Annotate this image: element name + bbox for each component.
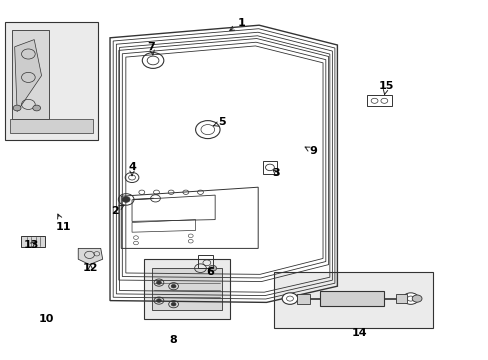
Bar: [10, 119, 93, 133]
Text: 1: 1: [229, 18, 245, 31]
Text: 13: 13: [24, 240, 40, 250]
Circle shape: [122, 197, 130, 202]
Bar: [144, 259, 229, 319]
Bar: [20, 236, 45, 247]
Text: 10: 10: [39, 314, 54, 324]
Bar: [320, 291, 383, 306]
Bar: [273, 272, 432, 328]
Bar: [151, 268, 222, 310]
Circle shape: [33, 105, 41, 111]
Circle shape: [171, 284, 176, 288]
Text: 15: 15: [378, 81, 393, 95]
Polygon shape: [78, 248, 102, 265]
Bar: [12, 30, 49, 119]
Circle shape: [208, 265, 216, 271]
Text: 5: 5: [213, 117, 226, 127]
Bar: [366, 95, 391, 106]
Circle shape: [282, 293, 297, 304]
Text: 4: 4: [128, 162, 136, 176]
Bar: [297, 293, 309, 303]
Circle shape: [156, 281, 161, 284]
Circle shape: [13, 105, 21, 111]
Circle shape: [156, 299, 161, 302]
Bar: [198, 255, 212, 268]
Text: 9: 9: [305, 146, 316, 156]
Text: 6: 6: [206, 267, 214, 277]
Circle shape: [411, 295, 421, 302]
Text: 3: 3: [272, 168, 280, 178]
Text: 2: 2: [111, 205, 124, 216]
Bar: [5, 22, 98, 140]
Circle shape: [402, 293, 418, 304]
Text: 12: 12: [82, 263, 98, 273]
Text: 7: 7: [147, 42, 155, 55]
Circle shape: [171, 302, 176, 306]
Polygon shape: [15, 40, 41, 112]
Text: 11: 11: [56, 214, 71, 232]
Bar: [395, 294, 406, 303]
Text: 8: 8: [169, 335, 177, 345]
Bar: [262, 161, 277, 174]
Text: 14: 14: [351, 328, 366, 338]
